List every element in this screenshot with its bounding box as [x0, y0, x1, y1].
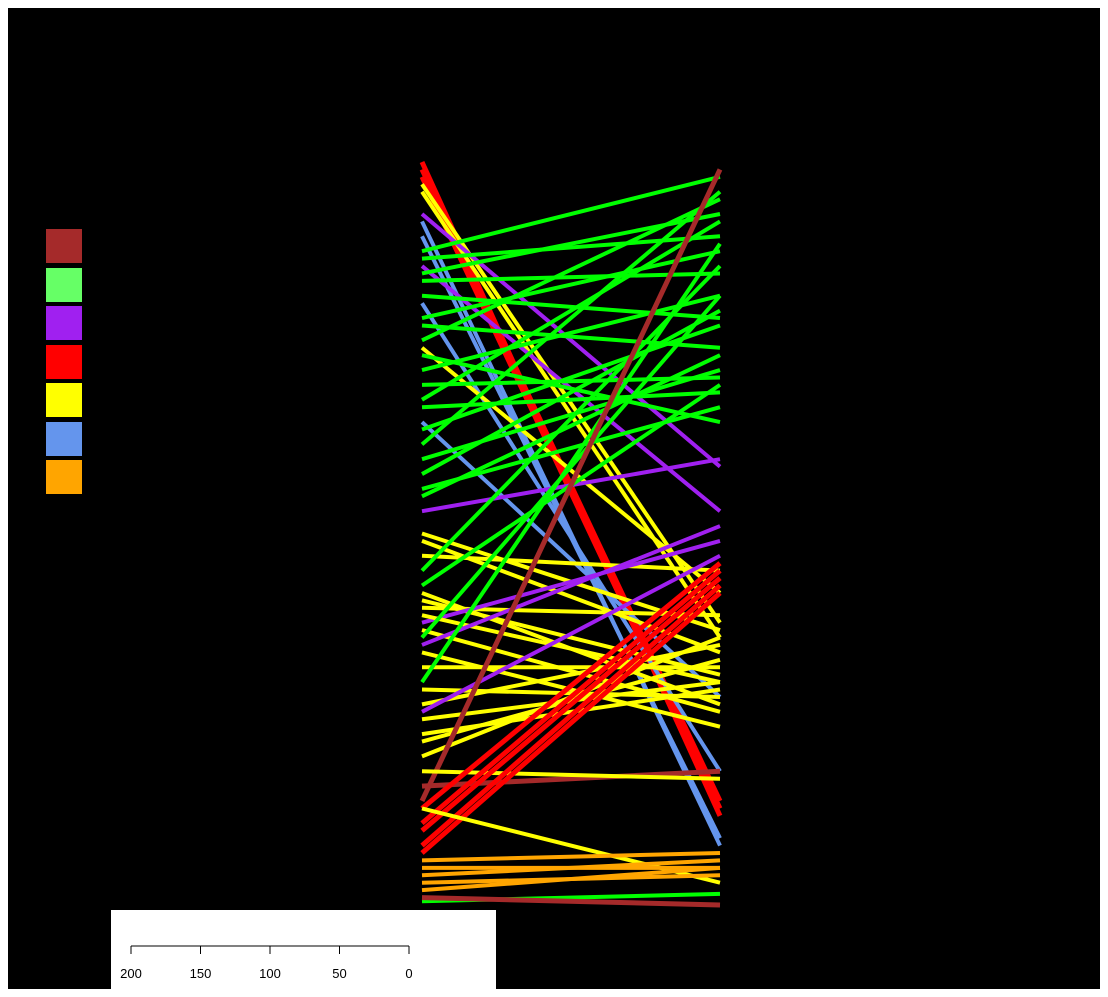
- scale-tick-label: 150: [189, 966, 212, 981]
- connection-line-purple: [421, 554, 721, 714]
- connection-line-purple: [421, 524, 721, 647]
- connection-line-yellow: [421, 650, 721, 729]
- legend-swatch-red: [46, 344, 82, 379]
- connection-line-yellow: [421, 769, 721, 781]
- connection-line-blue: [420, 420, 722, 699]
- connection-line-red: [420, 568, 722, 826]
- legend-swatch-lightgreen: [46, 267, 82, 302]
- connection-line-green: [420, 242, 722, 684]
- connection-line-green: [421, 353, 721, 425]
- connection-line-green: [421, 197, 721, 343]
- connection-line-green: [420, 190, 722, 446]
- connection-line-green: [421, 293, 721, 372]
- connection-line-green: [420, 219, 722, 402]
- connection-line-green: [420, 294, 722, 639]
- connection-line-red: [420, 561, 722, 811]
- legend-swatch-purple: [46, 306, 82, 340]
- connection-line-green: [421, 405, 721, 491]
- connection-line-green: [421, 249, 721, 320]
- scale-bar-panel: 200 150 100 50 0: [111, 910, 496, 989]
- connection-line-blue: [420, 302, 722, 773]
- scale-tick-label: 200: [120, 966, 142, 981]
- connection-line-red: [420, 591, 722, 855]
- connection-line-yellow: [420, 346, 722, 595]
- connection-line-green: [421, 174, 721, 254]
- connection-line-red: [419, 175, 723, 810]
- connection-line-brown: [419, 168, 723, 803]
- connection-line-brown: [421, 895, 721, 908]
- connection-line-yellow: [421, 657, 721, 744]
- legend-swatch-orange: [46, 460, 82, 494]
- scale-bar-axis: [130, 945, 410, 954]
- connection-line-orange: [421, 850, 721, 863]
- connection-line-orange: [421, 865, 721, 893]
- connection-line-green: [421, 234, 721, 261]
- connection-line-yellow: [421, 598, 721, 677]
- connection-line-orange: [421, 858, 721, 878]
- scale-tick-label: 100: [259, 966, 281, 981]
- connection-line-green: [421, 323, 721, 432]
- legend-swatch-cornflowerblue: [46, 421, 82, 456]
- scale-tick-label: 50: [332, 966, 347, 981]
- connection-line-red: [420, 576, 722, 833]
- scale-tick-label: 0: [405, 966, 413, 981]
- color-legend: [46, 229, 82, 499]
- connection-line-green: [421, 368, 721, 462]
- connection-line-red: [420, 583, 722, 848]
- connection-line-green: [421, 308, 721, 476]
- connection-line-yellow: [421, 553, 721, 573]
- connection-line-green: [421, 353, 721, 499]
- legend-swatch-yellow: [46, 383, 82, 417]
- legend-swatch-brown: [46, 229, 82, 263]
